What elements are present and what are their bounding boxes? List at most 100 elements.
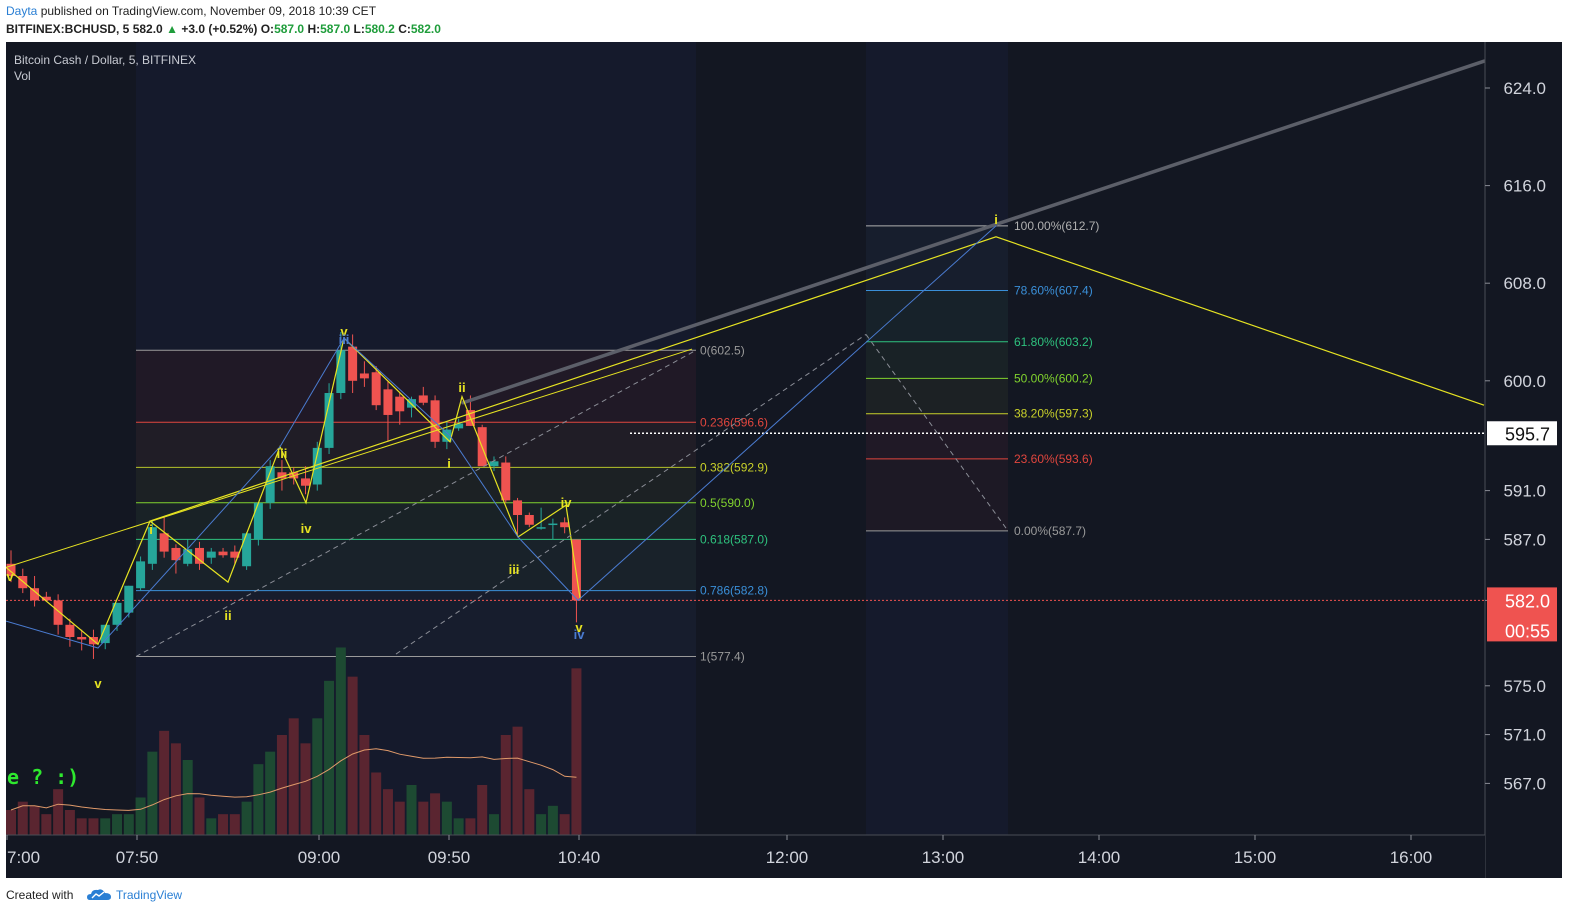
fib-level-label: 1(577.4)	[700, 650, 745, 664]
candle-body	[501, 462, 511, 501]
candle-body	[77, 637, 87, 640]
fib-ext-label: 78.60%(607.4)	[1014, 284, 1093, 298]
volume-bar	[382, 789, 393, 835]
wave-label: iv	[561, 495, 573, 510]
volume-bar	[406, 785, 417, 835]
fib-ext-label: 61.80%(603.2)	[1014, 335, 1093, 349]
interval-label: 5	[122, 22, 130, 36]
volume-bar	[465, 818, 476, 835]
tradingview-link[interactable]: TradingView	[116, 888, 183, 902]
candle-body	[65, 624, 75, 637]
volume-bar	[477, 785, 488, 835]
tradingview-cloud-icon	[87, 889, 111, 900]
candle-body	[442, 429, 452, 442]
annotation-text: e ? :)	[7, 765, 79, 789]
open-value: 587.0	[274, 22, 305, 36]
candle-body	[312, 447, 322, 485]
open-label: O:	[260, 22, 275, 36]
volume-bar	[430, 793, 441, 835]
countdown-badge-text: 00:55	[1505, 621, 1550, 641]
candle-body	[230, 551, 240, 558]
fib-zone-left	[136, 422, 696, 468]
wave-label: ii	[458, 380, 465, 395]
volume-bar	[371, 772, 382, 835]
time-axis: 7:00 07:50 09:00 09:50 10:40 12:00 13:00 14:00 1…	[6, 834, 1485, 878]
volume-bar	[571, 668, 582, 835]
price-tick-label: 571.0	[1503, 726, 1546, 745]
volume-bar	[300, 743, 311, 835]
candle-body	[30, 588, 40, 601]
volume-bar	[53, 789, 64, 835]
yellow-wave-path	[6, 336, 581, 646]
fib-ext-label: 23.60%(593.6)	[1014, 452, 1093, 466]
candle-body	[265, 466, 275, 503]
volume-indicator-label[interactable]: Vol	[14, 69, 31, 83]
volume-ma-line	[10, 748, 577, 811]
volume-bar	[100, 818, 111, 835]
price-tick-label: 608.0	[1503, 274, 1546, 293]
wave-label: iii	[509, 562, 520, 577]
chart-canvas[interactable]: 0(602.5) 0.236(596.6) 0.382(592.9) 0.5(590.…	[6, 42, 1562, 878]
volume-bar	[359, 735, 370, 835]
volume-bar	[123, 814, 134, 835]
candle-body	[513, 500, 523, 515]
volume-bar	[206, 818, 217, 835]
candle-body	[171, 547, 181, 561]
candles	[6, 332, 581, 659]
fib-ext-label: 38.20%(597.3)	[1014, 407, 1093, 421]
change-value: +3.0 (+0.52%)	[181, 22, 258, 36]
volume-bar	[547, 805, 558, 835]
volume-bar	[524, 789, 535, 835]
candle-body	[336, 350, 346, 393]
volume-bar	[288, 718, 299, 835]
volume-bar	[324, 680, 335, 835]
wave-label: iv	[301, 521, 313, 536]
volume-bar	[276, 735, 287, 835]
volume-bar	[6, 810, 16, 835]
wave-label: iii	[277, 446, 288, 461]
time-tick-label: 10:40	[558, 848, 601, 867]
fib-levels: 0(602.5) 0.236(596.6) 0.382(592.9) 0.5(590.…	[6, 219, 1484, 664]
wave-label: iv	[574, 627, 586, 642]
candle-body	[206, 551, 216, 558]
wave-label: ii	[224, 608, 231, 623]
ohlc-line: BITFINEX:BCHUSD, 5 582.0 ▲ +3.0 (+0.52%)…	[6, 22, 441, 36]
fib-level-label: 0.382(592.9)	[700, 460, 768, 474]
low-value: 580.2	[364, 22, 395, 36]
candle-body	[183, 549, 193, 564]
symbol-label: BITFINEX:BCHUSD	[6, 22, 116, 36]
chart-panel[interactable]: 0(602.5) 0.236(596.6) 0.382(592.9) 0.5(590.…	[6, 42, 1562, 878]
blue-wave-path	[6, 225, 997, 649]
volume-bar	[170, 743, 181, 835]
symbol-title: Bitcoin Cash / Dollar, 5, BITFINEX	[14, 53, 197, 67]
price-axis-bg	[1485, 42, 1562, 878]
candle-body	[159, 533, 169, 552]
fib-zone-left	[136, 590, 696, 657]
wave-label: i	[149, 522, 153, 537]
wave-label: v	[575, 620, 583, 635]
candle-body	[53, 600, 63, 625]
volume-bar	[253, 764, 264, 835]
candle-body	[454, 423, 464, 429]
volume-bar	[265, 751, 276, 835]
fib-zone-right	[866, 378, 1008, 414]
candle-body	[324, 393, 334, 448]
candle-body	[218, 551, 228, 556]
last-price: 582.0	[132, 22, 163, 36]
candle-body	[301, 478, 310, 486]
time-tick-label: 7:00	[7, 848, 40, 867]
fib-zones	[136, 42, 1008, 835]
wave-label: v	[340, 324, 348, 339]
high-label: H:	[307, 22, 321, 36]
volume-bar	[418, 801, 429, 835]
author-link[interactable]: Dayta	[6, 4, 38, 18]
footer: Created with TradingView	[0, 878, 1580, 920]
time-axis-bg	[6, 835, 1485, 878]
wave-label: i	[994, 212, 998, 227]
volume-bar	[453, 818, 464, 835]
price-tick-label: 575.0	[1503, 677, 1546, 696]
drawings	[6, 59, 1486, 657]
fib-ext-label: 100.00%(612.7)	[1014, 219, 1099, 233]
candle-body	[430, 400, 440, 442]
fib-zone-right	[866, 458, 1008, 531]
